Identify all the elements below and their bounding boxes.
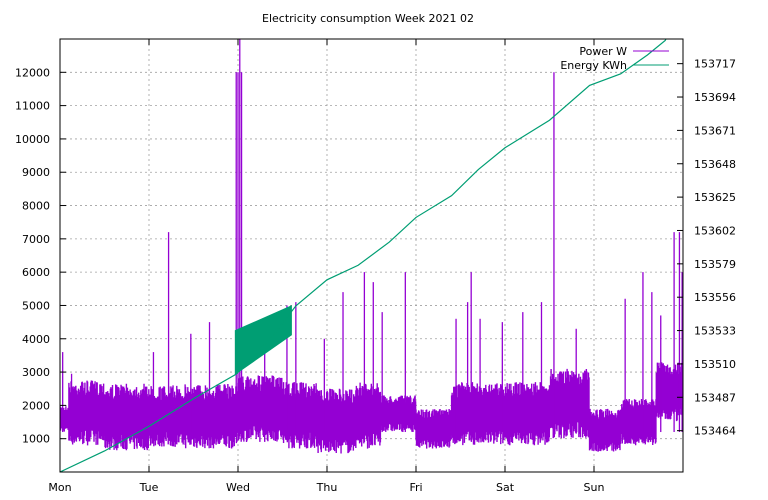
x-tick-label: Wed: [226, 481, 250, 494]
legend: Power W Energy KWh: [560, 45, 669, 72]
y-right-tick-label: 153556: [694, 291, 736, 304]
y-left-tick-label: 11000: [15, 100, 50, 113]
y-right-tick-label: 153602: [694, 224, 736, 237]
y-right-tick-label: 153625: [694, 191, 736, 204]
y-right-tick-label: 153510: [694, 358, 736, 371]
y-left-tick-label: 1000: [22, 433, 50, 446]
chart-title: Electricity consumption Week 2021 02: [262, 12, 474, 25]
y-right-tick-label: 153717: [694, 58, 736, 71]
x-tick-label: Thu: [316, 481, 338, 494]
x-tick-label: Sun: [584, 481, 605, 494]
y-left-tick-label: 7000: [22, 233, 50, 246]
plot-frame: [59, 38, 684, 473]
y-left-tick-label: 5000: [22, 299, 50, 312]
y-left-tick-label: 6000: [22, 266, 50, 279]
y-left-tick-label: 9000: [22, 166, 50, 179]
energy-line: [60, 39, 667, 472]
y-left-tick-label: 10000: [15, 133, 50, 146]
legend-label-power: Power W: [579, 45, 627, 58]
power-series: [60, 39, 683, 454]
x-tick-label: Tue: [139, 481, 159, 494]
y-right-tick-label: 153579: [694, 258, 736, 271]
y-left-tick-label: 8000: [22, 200, 50, 213]
y-left-tick-label: 2000: [22, 399, 50, 412]
y-right-tick-label: 153533: [694, 325, 736, 338]
y-right-tick-label: 153487: [694, 391, 736, 404]
energy-band: [234, 305, 292, 376]
x-tick-label: Fri: [409, 481, 422, 494]
x-tick-label: Mon: [48, 481, 71, 494]
y-right-tick-label: 153648: [694, 158, 736, 171]
y-left-tick-label: 3000: [22, 366, 50, 379]
legend-label-energy: Energy KWh: [560, 59, 627, 72]
y-left-tick-label: 4000: [22, 333, 50, 346]
y-left-tick-label: 12000: [15, 66, 50, 79]
y-right-tick-label: 153694: [694, 91, 736, 104]
axes: Mon Tue Wed Thu Fri Sat Sun 1000 2000 3000 4000 500…: [15, 39, 736, 494]
x-tick-label: Sat: [496, 481, 515, 494]
energy-series: [60, 39, 667, 472]
y-right-tick-label: 153464: [694, 425, 736, 438]
y-right-tick-label: 153671: [694, 124, 736, 137]
